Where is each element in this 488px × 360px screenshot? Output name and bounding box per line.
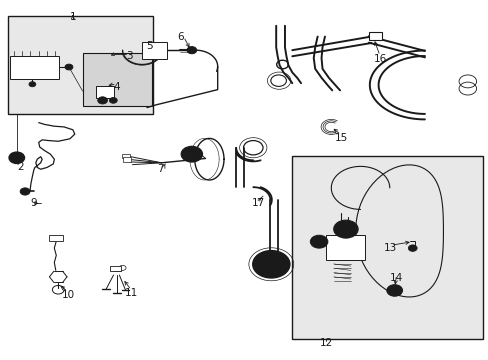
Bar (8, 16, 153, 114)
Text: 4: 4 (113, 82, 120, 92)
Text: 6: 6 (177, 32, 183, 41)
Circle shape (252, 251, 289, 278)
Text: 7: 7 (157, 164, 163, 174)
Text: 9: 9 (30, 198, 37, 208)
Text: 16: 16 (373, 54, 386, 64)
Circle shape (9, 152, 24, 163)
Text: 13: 13 (384, 243, 397, 253)
Circle shape (98, 97, 107, 104)
Bar (82, 53, 152, 107)
Bar (142, 41, 167, 59)
Bar (10, 56, 59, 78)
Circle shape (186, 46, 196, 54)
Text: 3: 3 (126, 51, 133, 61)
Text: 1: 1 (69, 12, 76, 22)
Circle shape (338, 224, 352, 234)
Bar (292, 156, 483, 338)
Text: 8: 8 (186, 150, 193, 160)
Bar (326, 234, 365, 260)
Text: 17: 17 (251, 198, 264, 208)
Bar (122, 154, 129, 158)
Circle shape (181, 146, 202, 162)
Text: 11: 11 (124, 288, 138, 298)
Text: 10: 10 (61, 291, 74, 301)
Bar (110, 266, 121, 271)
Text: 12: 12 (319, 338, 332, 348)
Bar (122, 157, 130, 162)
Circle shape (29, 82, 36, 87)
Circle shape (389, 287, 398, 294)
Circle shape (20, 188, 30, 195)
Bar (49, 234, 63, 241)
Circle shape (333, 220, 357, 238)
Circle shape (109, 98, 117, 103)
Bar (368, 32, 382, 40)
Text: 15: 15 (334, 133, 347, 143)
Bar (96, 86, 114, 98)
Text: 2: 2 (17, 162, 23, 172)
Circle shape (65, 64, 73, 70)
Text: 5: 5 (146, 41, 152, 50)
Circle shape (407, 245, 416, 251)
Circle shape (386, 285, 402, 296)
Text: 14: 14 (389, 273, 403, 283)
Circle shape (310, 235, 327, 248)
Circle shape (13, 155, 20, 161)
